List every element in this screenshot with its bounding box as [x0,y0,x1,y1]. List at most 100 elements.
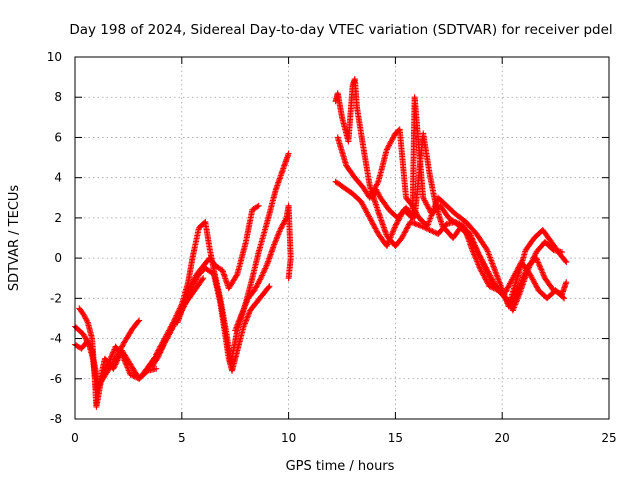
data-point [540,270,547,277]
data-point [468,233,475,240]
data-point [405,222,412,229]
data-point [200,275,207,282]
data-point [169,320,176,327]
data-point [393,220,400,227]
data-point [482,264,489,271]
data-point [402,228,409,235]
data-point [360,202,367,209]
data-point [383,243,390,249]
data-point [474,258,481,265]
data-point [486,271,493,278]
data-point [386,142,392,149]
x-tick-label: 15 [388,431,403,445]
data-point [533,283,540,290]
data-point [561,295,568,302]
data-point [124,364,131,371]
y-tick-label: 10 [47,50,62,64]
data-point [282,216,289,223]
data-point [285,150,292,157]
data-point [486,283,493,290]
data-point [161,335,168,342]
data-point [476,252,483,259]
data-point [421,197,428,204]
data-point [401,229,408,236]
data-point [358,198,365,205]
x-tick-label: 0 [71,431,79,445]
data-point [478,268,485,275]
data-point [368,218,375,225]
data-point [496,279,503,286]
data-point [233,323,240,330]
data-point [520,273,527,280]
data-point [386,237,393,244]
data-point [422,198,429,205]
data-point [279,221,286,228]
y-tick-label: 0 [54,251,62,265]
data-point [253,283,260,290]
data-point [161,336,167,343]
data-point [502,288,509,295]
data-point [515,286,522,293]
data-point [241,322,248,328]
data-point [372,225,379,232]
data-point [516,281,523,288]
data-point [508,277,515,284]
y-tick-label: -6 [50,372,62,386]
data-point [275,231,282,238]
data-point [490,279,497,286]
data-point [478,256,485,263]
data-point [480,259,486,266]
data-point [107,355,114,362]
data-point [371,224,378,231]
data-point [473,246,480,253]
data-point [473,255,479,262]
data-point [114,357,121,364]
data-point [383,146,390,153]
data-point [387,139,394,146]
data-point [484,247,491,254]
data-point [509,300,515,307]
data-point [104,363,110,370]
data-point [510,296,517,303]
data-point [513,290,520,297]
chart-title: Day 198 of 2024, Sidereal Day-to-day VTE… [69,22,612,38]
data-point [369,220,376,227]
data-point [243,299,250,306]
data-point [385,238,392,245]
data-point [467,231,474,237]
data-point [131,373,138,380]
data-point [472,243,479,250]
data-point [102,366,109,373]
data-point [123,361,130,368]
data-point [254,281,261,288]
data-point [113,360,120,367]
data-point [119,353,126,360]
data-point [426,227,433,233]
data-point [386,141,393,148]
data-point [122,360,129,367]
data-point [105,359,112,366]
y-tick-label: 6 [54,130,62,144]
data-point [529,276,536,283]
data-point [532,280,538,287]
data-point [158,342,165,349]
data-point [135,318,142,325]
x-tick-label: 10 [281,431,296,445]
data-point [110,349,117,356]
data-series-11 [368,130,568,302]
data-point [251,287,258,294]
data-point [188,281,195,288]
data-point [387,234,394,241]
data-point [429,228,436,235]
data-point [376,192,382,199]
y-tick-label: -8 [50,412,62,426]
data-point [399,233,406,240]
data-point [119,342,126,349]
data-point [487,272,494,279]
data-point [255,279,262,286]
data-point [527,272,534,279]
data-point [266,283,273,290]
data-point [485,268,491,275]
data-point [506,281,513,288]
data-point [259,271,266,277]
